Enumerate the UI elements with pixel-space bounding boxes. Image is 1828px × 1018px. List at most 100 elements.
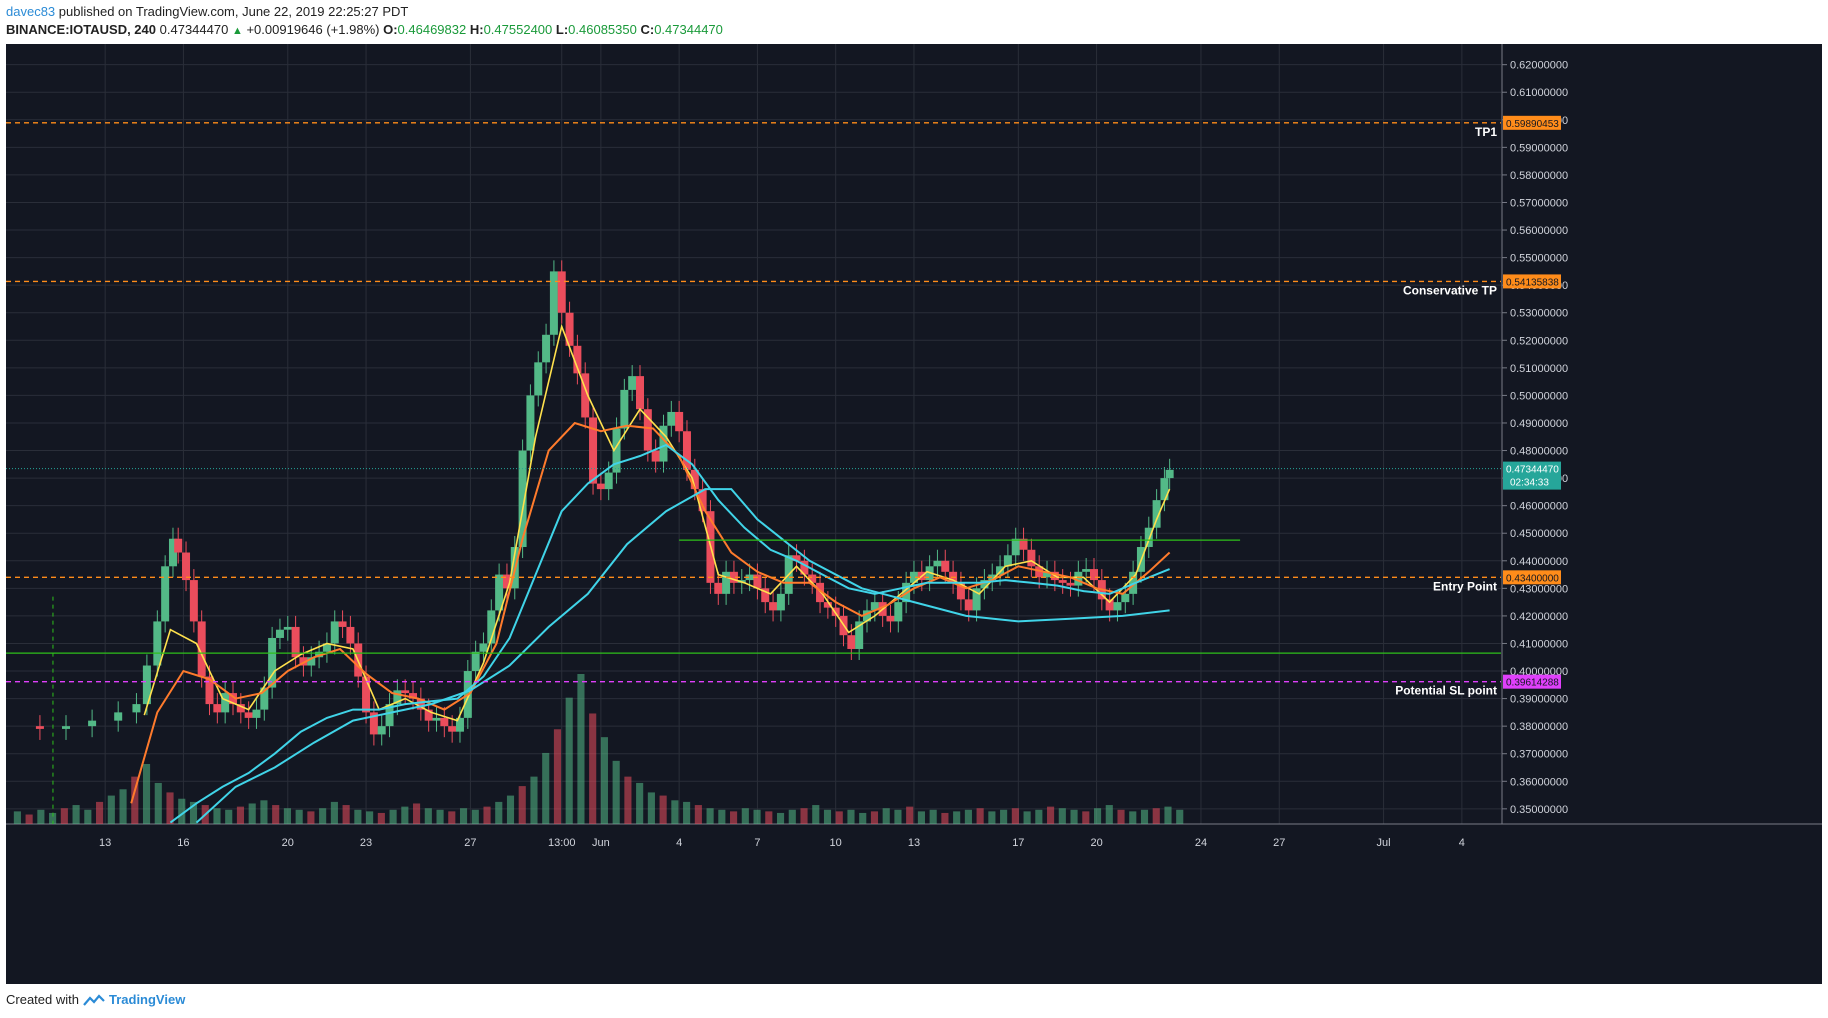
x-tick-label: 4 <box>1459 837 1465 849</box>
candle-body <box>283 626 292 630</box>
candle-body <box>1066 582 1075 586</box>
y-tick-label: 0.41000000 <box>1510 638 1568 650</box>
y-tick-label: 0.57000000 <box>1510 197 1568 209</box>
volume-bar <box>342 805 350 824</box>
y-tick-label: 0.52000000 <box>1510 335 1568 347</box>
price-tag-bg <box>1503 570 1561 585</box>
x-tick-label: 20 <box>1090 837 1102 849</box>
volume-bar <box>835 811 843 824</box>
candle-body <box>1074 571 1083 586</box>
volume-bar <box>236 806 245 824</box>
candle-body <box>800 560 809 575</box>
candle-body <box>596 483 605 490</box>
symbol-label: BINANCE:IOTAUSD, 240 <box>6 22 157 37</box>
candle-body <box>448 726 457 732</box>
volume-bar <box>776 812 785 824</box>
x-tick-label: 7 <box>754 837 760 849</box>
y-tick-label: 0.55000000 <box>1510 253 1568 265</box>
price-tag-bg <box>1503 274 1561 289</box>
volume-bar <box>976 808 984 824</box>
volume-bar <box>624 776 632 824</box>
candle-body <box>338 621 347 627</box>
volume-bar <box>401 806 409 824</box>
volume-bar <box>248 803 256 824</box>
y-tick-label: 0.38000000 <box>1510 721 1568 733</box>
y-tick-label: 0.62000000 <box>1510 60 1568 72</box>
volume-bar <box>471 809 479 824</box>
candle-body <box>996 566 1005 575</box>
volume-bar <box>1000 809 1008 824</box>
y-tick-label: 0.36000000 <box>1510 776 1568 788</box>
candle-body <box>628 376 637 390</box>
candle-body <box>114 712 123 721</box>
volume-bar <box>1082 811 1090 824</box>
candle-body <box>964 599 973 611</box>
volume-bar <box>37 809 45 824</box>
price-chart[interactable]: 0.35000000 0.36000000 0.37000000 0.38000000… <box>6 44 1822 984</box>
candle-body <box>174 538 183 553</box>
volume-bar <box>1047 806 1055 824</box>
price-tag-text: 0.59890453 <box>1506 119 1559 130</box>
candle-body <box>213 704 222 713</box>
volume-bar <box>448 811 456 824</box>
volume-bar <box>988 811 996 824</box>
level-label: Conservative TP <box>1403 283 1497 297</box>
level-label: Potential SL point <box>1395 684 1497 698</box>
volume-bar <box>765 811 773 824</box>
candle-body <box>667 411 676 426</box>
candle-body <box>385 704 394 727</box>
high-value: 0.47552400 <box>483 22 553 37</box>
y-tick-label: 0.35000000 <box>1510 804 1568 816</box>
y-tick-label: 0.44000000 <box>1510 556 1568 568</box>
candle-body <box>1035 566 1044 578</box>
x-tick-label: 16 <box>177 837 189 849</box>
candle-body <box>1165 469 1174 479</box>
volume-bar <box>859 812 867 824</box>
y-tick-label: 0.45000000 <box>1510 528 1568 540</box>
author-name[interactable]: davec83 <box>6 4 56 19</box>
volume-bar <box>882 808 890 824</box>
chart-container[interactable]: 0.35000000 0.36000000 0.37000000 0.38000000… <box>6 44 1822 984</box>
volume-bar <box>718 809 726 824</box>
candle-body <box>487 610 496 644</box>
price-tag-bg <box>1503 115 1561 130</box>
candle-body <box>761 588 770 603</box>
volume-bar <box>941 812 949 824</box>
moving-average-long <box>195 488 1170 824</box>
candle-body <box>88 720 97 727</box>
candle-body <box>1043 571 1052 578</box>
volume-bar <box>706 808 714 824</box>
candle-body <box>557 271 566 313</box>
candle-body <box>189 580 198 622</box>
candle-body <box>168 538 177 567</box>
candle-body <box>604 472 613 490</box>
candle-body <box>909 571 918 583</box>
x-tick-label: 17 <box>1012 837 1024 849</box>
tradingview-brand[interactable]: TradingView <box>108 992 186 1007</box>
x-tick-label: 13 <box>99 837 111 849</box>
candle-body <box>479 643 488 652</box>
close-label: C: <box>640 22 655 37</box>
candle-body <box>362 676 371 713</box>
open-value: 0.46469832 <box>397 22 467 37</box>
volume-bar <box>107 795 115 824</box>
x-tick-label: 10 <box>830 837 842 849</box>
candle-body <box>847 635 856 649</box>
candle-body <box>753 574 762 589</box>
y-tick-label: 0.43000000 <box>1510 583 1568 595</box>
candle-body <box>455 717 464 732</box>
volume-bar <box>894 809 902 824</box>
volume-bar <box>812 805 820 824</box>
candle-body <box>299 657 308 666</box>
volume-bar <box>1164 806 1172 824</box>
level-label: TP1 <box>1475 125 1497 139</box>
volume-bar <box>906 806 914 824</box>
countdown-text: 02:34:33 <box>1510 478 1549 489</box>
candle-body <box>612 428 621 473</box>
candle-body <box>776 593 785 611</box>
candle-body <box>886 615 895 622</box>
candle-body <box>526 395 535 451</box>
volume-bar <box>84 809 92 824</box>
candle-body <box>1152 500 1161 528</box>
volume-bar <box>96 801 104 824</box>
